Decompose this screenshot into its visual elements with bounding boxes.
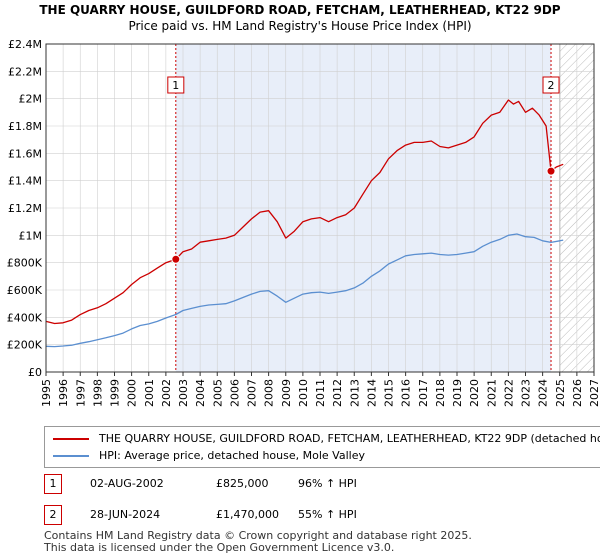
x-tick-label: 2020 — [468, 379, 481, 407]
x-tick-label: 2010 — [297, 379, 310, 407]
y-tick-label: £1.2M — [8, 202, 42, 215]
x-tick-label: 2012 — [331, 379, 344, 407]
x-tick-label: 2003 — [177, 379, 190, 407]
x-tick-label: 2004 — [194, 379, 207, 407]
sale-badge-1: 1 — [44, 474, 62, 494]
legend: THE QUARRY HOUSE, GUILDFORD ROAD, FETCHA… — [44, 426, 600, 468]
x-tick-label: 2014 — [365, 379, 378, 407]
legend-swatch-property — [53, 438, 89, 440]
x-tick-label: 2008 — [263, 379, 276, 407]
sale-2-badge-box — [542, 76, 560, 94]
x-tick-label: 2007 — [246, 379, 259, 407]
property-price-line — [45, 99, 564, 325]
x-tick-label: 2000 — [126, 379, 139, 407]
y-tick-label: £1.8M — [8, 120, 42, 133]
y-tick-label: £2.4M — [8, 38, 42, 51]
x-tick-label: 2022 — [502, 379, 515, 407]
hpi-line — [45, 233, 564, 348]
legend-label-property: THE QUARRY HOUSE, GUILDFORD ROAD, FETCHA… — [99, 432, 600, 445]
y-tick-label: £0 — [28, 366, 42, 379]
x-tick-label: 2015 — [383, 379, 396, 407]
sale-1-badge-label: 1 — [172, 79, 179, 92]
x-tick-label: 2027 — [588, 379, 600, 407]
y-tick-label: £2.2M — [8, 65, 42, 78]
y-tick-label: £1.6M — [8, 147, 42, 160]
x-tick-label: 2006 — [228, 379, 241, 407]
footer-line-2: This data is licensed under the Open Gov… — [44, 541, 395, 554]
footer: Contains HM Land Registry data © Crown c… — [44, 530, 472, 554]
y-tick-label: £1.4M — [8, 175, 42, 188]
x-tick-label: 2017 — [417, 379, 430, 407]
sale-date-2: 28-JUN-2024 — [90, 508, 161, 521]
x-tick-label: 2002 — [160, 379, 173, 407]
x-tick-label: 1996 — [57, 379, 70, 407]
y-tick-label: £200K — [7, 339, 43, 352]
x-tick-label: 2005 — [211, 379, 224, 407]
chart-subtitle: Price paid vs. HM Land Registry's House … — [128, 19, 472, 33]
x-tick-label: 2011 — [314, 379, 327, 407]
sale-badge-2: 2 — [44, 505, 62, 525]
x-tick-label: 2016 — [400, 379, 413, 407]
y-tick-label: £400K — [7, 311, 43, 324]
x-tick-label: 2013 — [348, 379, 361, 407]
x-tick-label: 2026 — [571, 379, 584, 407]
chart-title: THE QUARRY HOUSE, GUILDFORD ROAD, FETCHA… — [39, 3, 561, 17]
x-tick-label: 2009 — [280, 379, 293, 407]
sale-price-1: £825,000 — [216, 477, 269, 490]
x-tick-label: 2001 — [143, 379, 156, 407]
sale-2-point — [546, 166, 556, 176]
footer-line-1: Contains HM Land Registry data © Crown c… — [44, 529, 472, 542]
x-tick-label: 2023 — [520, 379, 533, 407]
sale-hpi-1: 96% ↑ HPI — [298, 477, 357, 490]
legend-swatch-hpi — [53, 455, 89, 457]
plot-frame — [45, 43, 595, 373]
x-tick-label: 1998 — [91, 379, 104, 407]
y-tick-label: £600K — [7, 284, 43, 297]
sale-1-badge-box — [167, 76, 185, 94]
price-chart: 1 2 £0 £200K £400K £600K £800K £1M £1.2M £1.4M £1… — [7, 38, 600, 407]
x-tick-label: 1999 — [109, 379, 122, 407]
sale-date-1: 02-AUG-2002 — [90, 477, 164, 490]
x-tick-label: 2024 — [537, 379, 550, 407]
x-tick-label: 2019 — [451, 379, 464, 407]
y-tick-label: £1M — [19, 229, 43, 242]
x-tick-label: 2021 — [485, 379, 498, 407]
sale-price-2: £1,470,000 — [216, 508, 279, 521]
x-tick-label: 1995 — [40, 379, 53, 407]
sale-2-badge-label: 2 — [548, 79, 555, 92]
y-tick-label: £800K — [7, 257, 43, 270]
x-tick-label: 1997 — [74, 379, 87, 407]
sale-hpi-2: 55% ↑ HPI — [298, 508, 357, 521]
y-tick-label: £2M — [19, 93, 43, 106]
x-tick-label: 2025 — [554, 379, 567, 407]
x-tick-label: 2018 — [434, 379, 447, 407]
sale-1-point — [171, 254, 181, 264]
legend-label-hpi: HPI: Average price, detached house, Mole… — [99, 449, 365, 462]
